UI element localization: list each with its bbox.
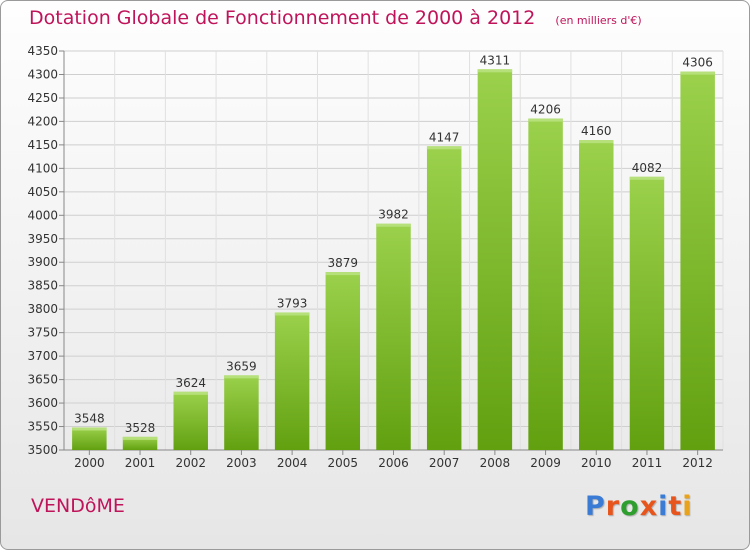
bar [680, 71, 715, 451]
bar [224, 375, 259, 450]
bar-highlight [325, 272, 361, 276]
bar [173, 391, 208, 450]
bar-value-label: 3528 [125, 421, 156, 435]
bar-highlight [173, 391, 208, 395]
y-tick-label: 3850 [27, 279, 58, 293]
bar-value-label: 4306 [682, 56, 713, 70]
brand-letter: P [585, 491, 606, 522]
bar-value-label: 3659 [226, 359, 257, 373]
bar [274, 312, 310, 450]
bar-value-label: 4147 [429, 130, 460, 144]
bar-highlight [629, 176, 665, 180]
y-tick-label: 4150 [27, 138, 58, 152]
x-tick-label: 2010 [581, 456, 612, 470]
bar-value-label: 4311 [480, 53, 511, 67]
x-tick-label: 2004 [277, 456, 308, 470]
bar [325, 272, 361, 450]
bar-highlight [122, 436, 158, 440]
y-tick-label: 3500 [27, 443, 58, 457]
y-tick-label: 4050 [27, 185, 58, 199]
x-tick-label: 2006 [378, 456, 409, 470]
bar-value-label: 3879 [328, 256, 359, 270]
bar-highlight [274, 312, 310, 316]
bar-highlight [680, 71, 715, 75]
y-tick-label: 4300 [27, 67, 58, 81]
bar-value-label: 3793 [277, 296, 308, 310]
bar-highlight [376, 223, 411, 227]
city-name: VENDôME [31, 495, 125, 517]
y-tick-label: 3800 [27, 302, 58, 316]
bar-value-label: 4082 [632, 161, 663, 175]
x-tick-label: 2005 [328, 456, 359, 470]
bar-highlight [224, 375, 259, 379]
bar [477, 69, 513, 450]
bar-highlight [72, 427, 107, 431]
chart-unit: (en milliers d'€) [555, 14, 642, 27]
y-tick-label: 4000 [27, 208, 58, 222]
bar-value-label: 4160 [581, 124, 612, 138]
bar-highlight [528, 118, 563, 122]
bar-value-label: 3982 [378, 208, 409, 222]
y-tick-label: 4200 [27, 114, 58, 128]
bar-highlight [477, 69, 513, 73]
x-tick-label: 2003 [226, 456, 257, 470]
bar-value-label: 3548 [74, 411, 105, 425]
brand-letter: r [605, 491, 621, 522]
x-tick-label: 2007 [429, 456, 460, 470]
y-tick-label: 3700 [27, 349, 58, 363]
bar [376, 223, 411, 450]
bar [122, 436, 158, 450]
bar [629, 176, 665, 450]
y-tick-label: 3750 [27, 326, 58, 340]
y-tick-label: 4250 [27, 91, 58, 105]
x-tick-label: 2001 [125, 456, 156, 470]
y-tick-label: 4350 [27, 44, 58, 58]
y-tick-label: 4100 [27, 161, 58, 175]
y-tick-label: 3950 [27, 232, 58, 246]
brand-letter: x [639, 491, 659, 522]
brand-letter: o [620, 491, 640, 522]
x-tick-label: 2002 [175, 456, 206, 470]
brand-letter: t [668, 491, 683, 522]
bar-chart: 3500 3550 3600 3650 3700 3750 3800 3850 3900 3950… [27, 44, 724, 470]
bar-value-label: 3624 [175, 376, 206, 390]
bar-value-label: 4206 [530, 103, 561, 117]
chart-title-text: Dotation Globale de Fonctionnement de 20… [29, 7, 536, 29]
bar [426, 146, 462, 450]
bar [579, 140, 614, 450]
bar-highlight [579, 140, 614, 144]
x-tick-label: 2000 [74, 456, 105, 470]
y-tick-label: 3650 [27, 373, 58, 387]
brand-letter: i [658, 491, 669, 522]
x-tick-label: 2009 [530, 456, 561, 470]
brand-letter: i [682, 491, 693, 522]
bar-highlight [426, 146, 462, 150]
chart-title: Dotation Globale de Fonctionnement de 20… [29, 7, 642, 29]
x-tick-label: 2008 [480, 456, 511, 470]
y-tick-label: 3900 [27, 255, 58, 269]
x-tick-label: 2011 [632, 456, 663, 470]
bar [528, 118, 563, 451]
proxiti-logo[interactable]: Proxiti [585, 491, 693, 522]
y-tick-label: 3600 [27, 396, 58, 410]
bar [72, 427, 107, 450]
x-tick-label: 2012 [682, 456, 713, 470]
y-tick-label: 3550 [27, 420, 58, 434]
